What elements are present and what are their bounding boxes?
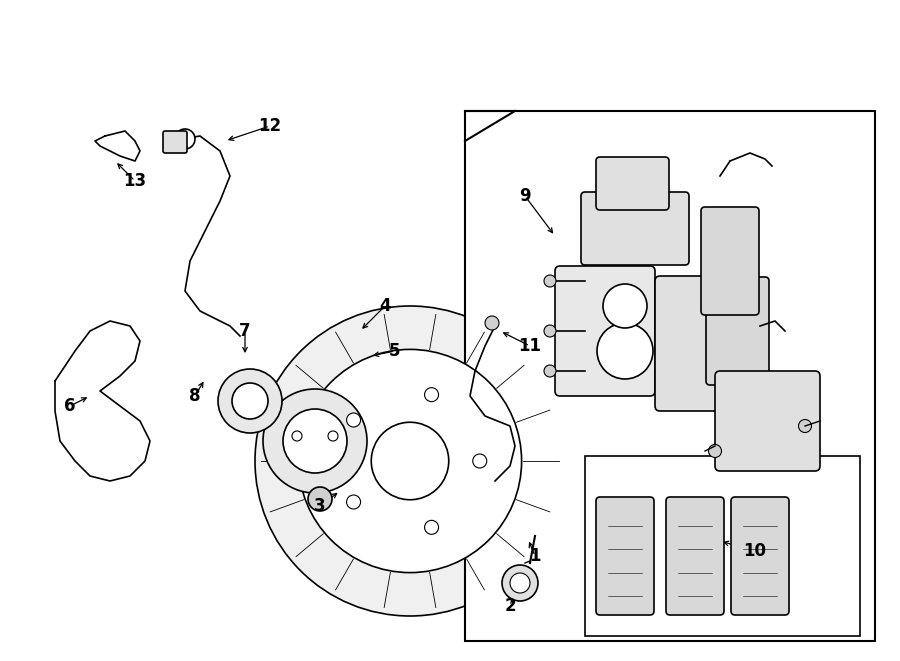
Circle shape — [544, 275, 556, 287]
Text: 7: 7 — [239, 322, 251, 340]
Circle shape — [371, 422, 449, 500]
FancyBboxPatch shape — [278, 404, 347, 478]
Bar — [465, 111, 875, 641]
Circle shape — [425, 520, 438, 534]
Circle shape — [283, 409, 347, 473]
Circle shape — [502, 565, 538, 601]
FancyBboxPatch shape — [596, 497, 654, 615]
Circle shape — [346, 413, 361, 427]
Text: 1: 1 — [529, 547, 541, 565]
Text: 5: 5 — [389, 342, 400, 360]
Text: 4: 4 — [379, 297, 391, 315]
Text: 2: 2 — [504, 597, 516, 615]
Circle shape — [544, 325, 556, 337]
FancyBboxPatch shape — [555, 266, 655, 396]
FancyBboxPatch shape — [163, 131, 187, 153]
Circle shape — [597, 323, 653, 379]
Circle shape — [510, 573, 530, 593]
FancyBboxPatch shape — [666, 497, 724, 615]
Circle shape — [299, 350, 522, 572]
Circle shape — [708, 444, 722, 457]
Circle shape — [485, 316, 499, 330]
Text: 12: 12 — [258, 117, 282, 135]
Text: 13: 13 — [123, 172, 147, 190]
FancyBboxPatch shape — [655, 276, 750, 411]
Circle shape — [603, 284, 647, 328]
Text: 8: 8 — [189, 387, 201, 405]
Circle shape — [328, 431, 338, 441]
FancyBboxPatch shape — [715, 371, 820, 471]
Circle shape — [175, 129, 195, 149]
Circle shape — [798, 420, 812, 432]
Circle shape — [425, 387, 438, 402]
Circle shape — [263, 389, 367, 493]
FancyBboxPatch shape — [706, 277, 769, 385]
Text: 11: 11 — [518, 337, 542, 355]
FancyBboxPatch shape — [581, 192, 689, 265]
Circle shape — [292, 431, 302, 441]
FancyBboxPatch shape — [701, 207, 759, 315]
Text: 9: 9 — [519, 187, 531, 205]
Circle shape — [255, 306, 565, 616]
FancyBboxPatch shape — [731, 497, 789, 615]
Circle shape — [232, 383, 268, 419]
Text: 10: 10 — [743, 542, 767, 560]
Text: 3: 3 — [314, 497, 326, 515]
Circle shape — [346, 495, 361, 509]
Circle shape — [544, 365, 556, 377]
FancyBboxPatch shape — [596, 157, 669, 210]
Circle shape — [472, 454, 487, 468]
Text: 6: 6 — [64, 397, 76, 415]
Bar — [585, 456, 860, 636]
Circle shape — [218, 369, 282, 433]
Circle shape — [308, 487, 332, 511]
